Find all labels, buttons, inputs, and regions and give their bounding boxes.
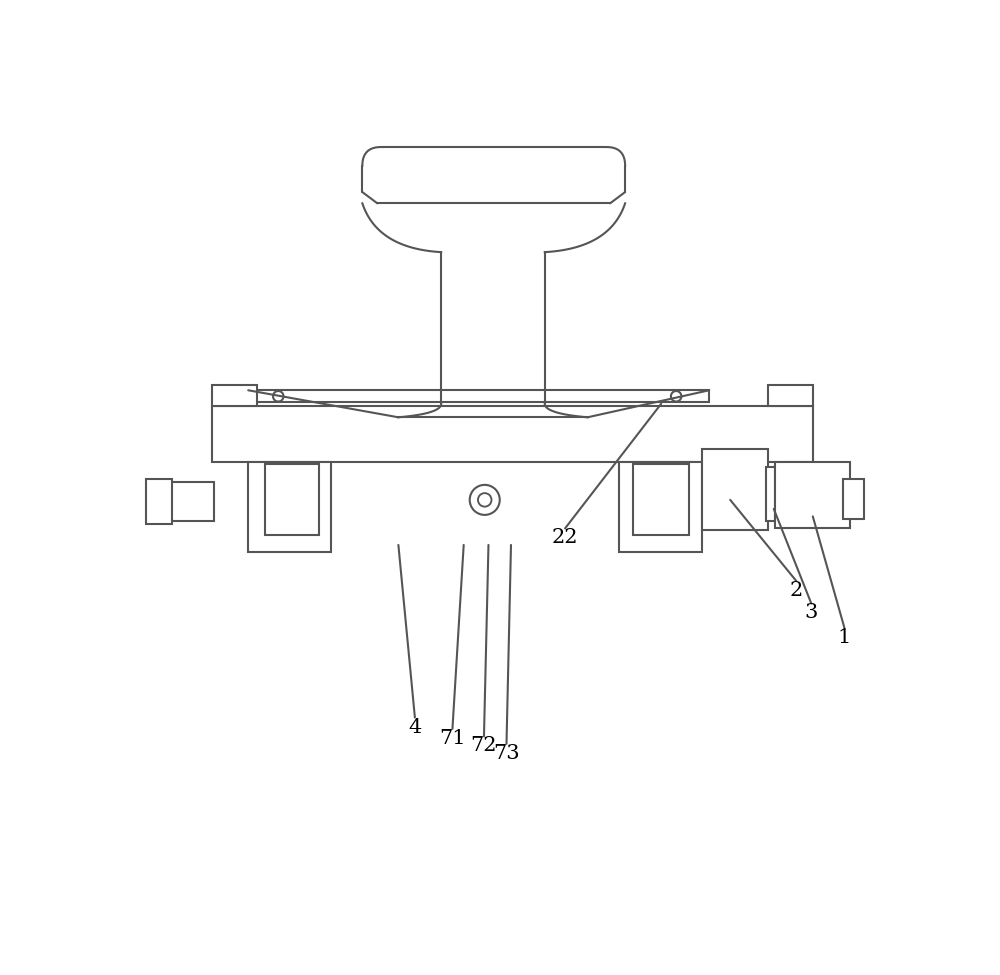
Text: 3: 3 <box>805 604 818 622</box>
Bar <box>775 461 850 527</box>
Bar <box>768 385 813 406</box>
Text: 73: 73 <box>493 744 520 762</box>
Circle shape <box>470 485 500 515</box>
Circle shape <box>671 391 681 402</box>
Bar <box>702 448 768 530</box>
Text: 2: 2 <box>790 581 803 600</box>
Bar <box>167 482 214 521</box>
Bar <box>212 385 257 406</box>
Circle shape <box>273 391 284 402</box>
Text: 22: 22 <box>552 528 578 547</box>
Bar <box>766 467 775 521</box>
Bar <box>843 479 864 520</box>
Bar <box>633 464 689 535</box>
Text: 71: 71 <box>439 729 466 748</box>
Bar <box>619 462 702 553</box>
Bar <box>212 406 813 462</box>
Circle shape <box>478 493 491 507</box>
Bar <box>248 462 331 553</box>
Bar <box>265 464 319 535</box>
Bar <box>146 479 172 524</box>
Text: 72: 72 <box>471 736 497 756</box>
Bar <box>248 390 709 403</box>
Text: 4: 4 <box>408 718 422 736</box>
Text: 1: 1 <box>838 628 851 646</box>
